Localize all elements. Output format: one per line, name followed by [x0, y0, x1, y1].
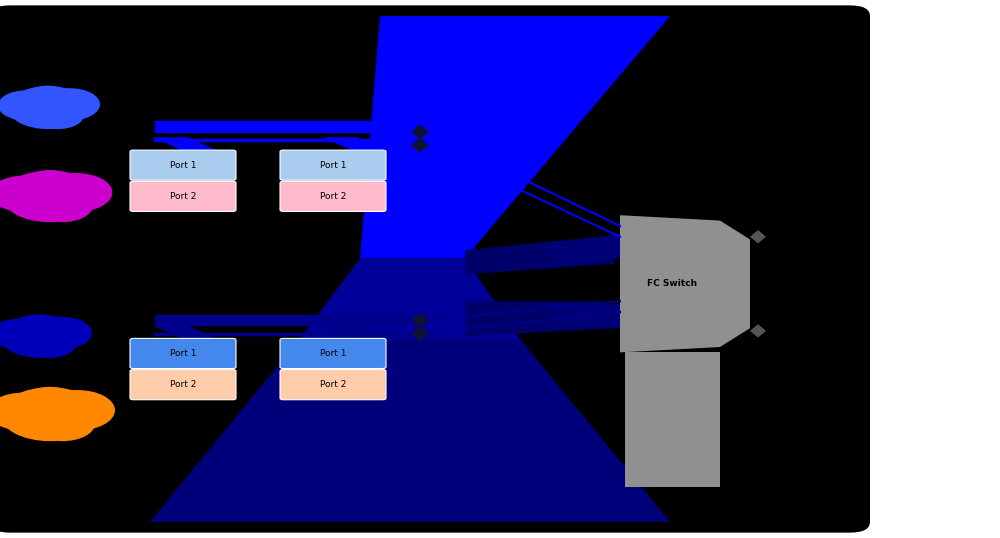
Polygon shape: [411, 124, 429, 139]
Polygon shape: [750, 230, 766, 243]
Circle shape: [32, 317, 92, 349]
Circle shape: [40, 390, 115, 430]
Circle shape: [2, 171, 98, 222]
Polygon shape: [540, 304, 620, 328]
FancyBboxPatch shape: [130, 150, 236, 180]
Circle shape: [16, 314, 64, 340]
Circle shape: [20, 387, 80, 419]
Polygon shape: [750, 324, 766, 338]
Polygon shape: [150, 339, 670, 522]
Circle shape: [6, 330, 54, 356]
Circle shape: [0, 393, 57, 430]
Circle shape: [31, 189, 93, 222]
Polygon shape: [465, 301, 615, 336]
Circle shape: [40, 173, 112, 212]
Circle shape: [24, 330, 76, 358]
Text: Port 1: Port 1: [320, 349, 346, 358]
Circle shape: [30, 406, 95, 441]
Circle shape: [40, 88, 100, 121]
Text: Port 1: Port 1: [320, 161, 346, 169]
Polygon shape: [540, 234, 620, 269]
Text: Port 2: Port 2: [170, 380, 196, 389]
Polygon shape: [620, 215, 750, 352]
Polygon shape: [152, 137, 218, 164]
Text: Port 2: Port 2: [320, 192, 346, 201]
Polygon shape: [411, 138, 429, 153]
Text: Port 1: Port 1: [170, 349, 196, 358]
FancyBboxPatch shape: [280, 150, 386, 180]
Text: Port 2: Port 2: [170, 192, 196, 201]
Circle shape: [21, 170, 79, 201]
Circle shape: [0, 387, 100, 441]
Text: Port 2: Port 2: [320, 380, 346, 389]
FancyBboxPatch shape: [130, 370, 236, 400]
Text: FC Switch: FC Switch: [647, 279, 697, 288]
Polygon shape: [300, 258, 520, 339]
FancyBboxPatch shape: [280, 181, 386, 211]
Polygon shape: [411, 313, 429, 328]
Circle shape: [24, 86, 72, 111]
FancyBboxPatch shape: [0, 5, 870, 533]
Polygon shape: [322, 325, 387, 352]
Polygon shape: [152, 325, 218, 352]
Text: Port 1: Port 1: [170, 161, 196, 169]
Circle shape: [8, 86, 88, 129]
FancyBboxPatch shape: [280, 370, 386, 400]
Polygon shape: [625, 352, 720, 487]
Circle shape: [0, 319, 46, 349]
FancyBboxPatch shape: [130, 181, 236, 211]
Circle shape: [32, 101, 84, 129]
Polygon shape: [360, 16, 670, 258]
Polygon shape: [411, 326, 429, 341]
FancyBboxPatch shape: [130, 338, 236, 369]
Circle shape: [0, 90, 54, 121]
FancyBboxPatch shape: [280, 338, 386, 369]
Circle shape: [8, 406, 68, 438]
Polygon shape: [465, 237, 615, 274]
Polygon shape: [322, 137, 387, 164]
Circle shape: [0, 176, 57, 212]
Circle shape: [0, 315, 80, 358]
Circle shape: [9, 189, 67, 220]
Circle shape: [14, 101, 62, 127]
